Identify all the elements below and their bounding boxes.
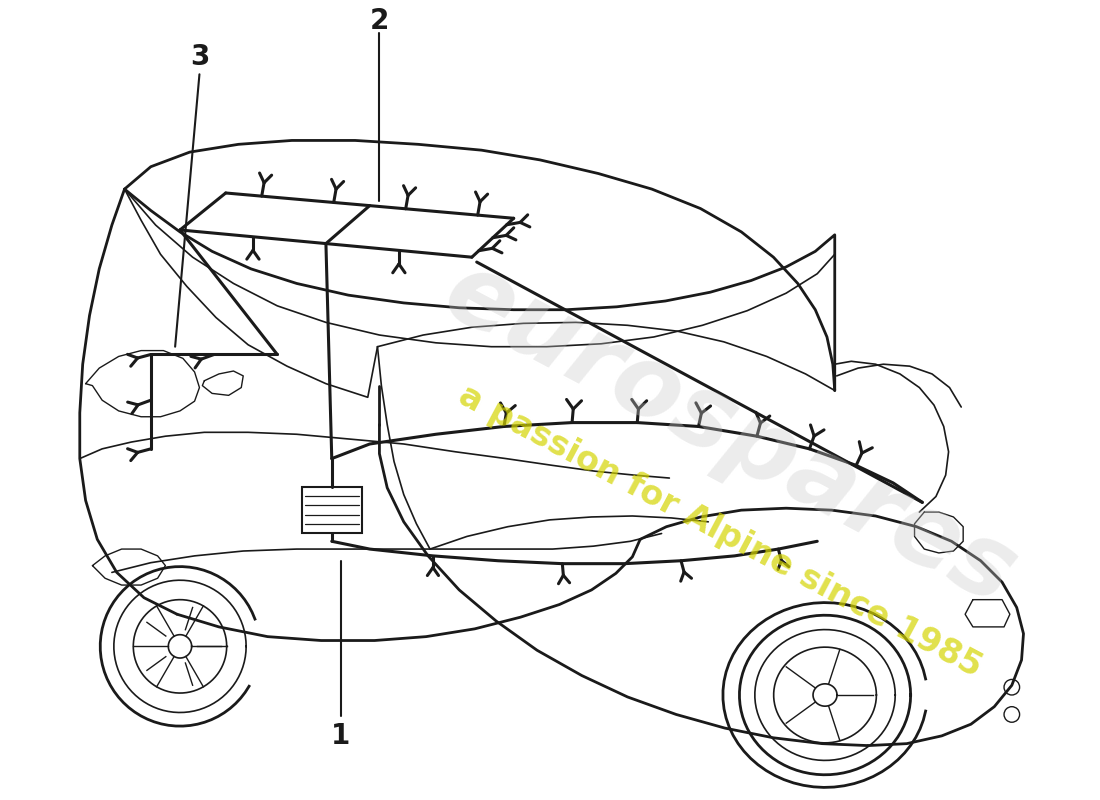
Bar	[301, 486, 362, 534]
Text: 3: 3	[190, 42, 209, 70]
Text: 2: 2	[370, 6, 389, 34]
Text: 1: 1	[331, 722, 350, 750]
Text: a passion for Alpine since 1985: a passion for Alpine since 1985	[453, 379, 987, 684]
Text: eurospares: eurospares	[428, 243, 1032, 626]
